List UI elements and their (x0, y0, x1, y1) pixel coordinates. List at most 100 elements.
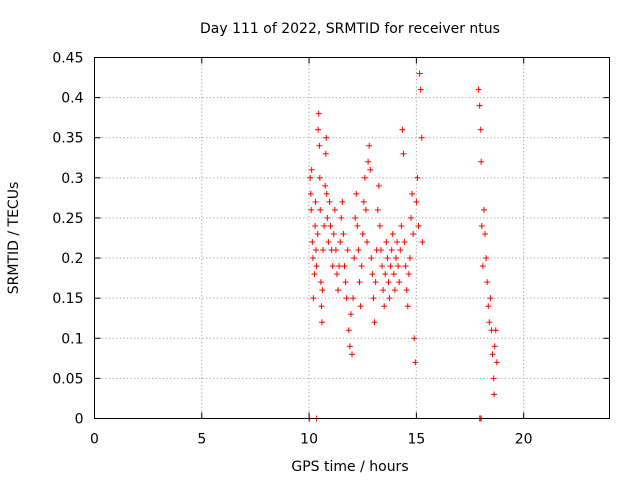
data-point (339, 198, 346, 205)
data-point (476, 102, 483, 109)
data-point (333, 271, 340, 278)
data-point (366, 142, 373, 149)
y-tick-label: 0.05 (52, 371, 83, 387)
data-point (329, 263, 336, 270)
data-point (413, 198, 420, 205)
data-point (418, 134, 425, 141)
data-point (402, 263, 409, 270)
data-point (325, 239, 332, 246)
data-point (388, 247, 395, 254)
data-point (419, 239, 426, 246)
data-point (319, 287, 326, 294)
data-point (399, 126, 406, 133)
data-point (408, 214, 415, 221)
data-point (406, 255, 413, 262)
data-point (410, 230, 417, 237)
y-tick-label: 0.4 (61, 91, 83, 107)
x-tick-label: 5 (197, 432, 206, 448)
data-point (477, 126, 484, 133)
data-point (357, 303, 364, 310)
data-point (387, 263, 394, 270)
data-point (379, 263, 386, 270)
data-point (397, 247, 404, 254)
data-point (309, 239, 316, 246)
data-point (351, 255, 358, 262)
data-point (322, 150, 329, 157)
data-point (380, 287, 387, 294)
data-point (411, 335, 418, 342)
data-point (416, 70, 423, 77)
data-point (353, 190, 360, 197)
y-tick-label: 0.35 (52, 131, 83, 147)
data-point (383, 239, 390, 246)
y-tick-label: 0.3 (61, 171, 83, 187)
data-point (389, 230, 396, 237)
data-point (491, 391, 498, 398)
data-point (491, 343, 498, 350)
data-point (345, 327, 352, 334)
data-point (479, 263, 486, 270)
data-point (396, 279, 403, 286)
data-point (327, 222, 334, 229)
data-point (382, 271, 389, 278)
data-point (485, 303, 492, 310)
data-point (342, 279, 349, 286)
data-point (335, 287, 342, 294)
data-point (309, 255, 316, 262)
data-point (347, 311, 354, 318)
data-point (318, 303, 325, 310)
axis-ticks: 0 0.05 0.1 0.15 0.2 0.25 0.3 0.35 0.4 0.45 0 5 10 15 2… (52, 51, 610, 448)
plot-frame (94, 57, 610, 419)
data-point (394, 239, 401, 246)
data-point (400, 150, 407, 157)
data-point (409, 190, 416, 197)
data-point (326, 198, 333, 205)
data-point (376, 222, 383, 229)
data-point (384, 255, 391, 262)
data-point (336, 263, 343, 270)
data-point (340, 230, 347, 237)
data-point (482, 230, 489, 237)
data-point (369, 271, 376, 278)
data-point (308, 166, 315, 173)
data-point (395, 263, 402, 270)
data-point (385, 279, 392, 286)
x-axis-label: GPS time / hours (291, 459, 408, 475)
y-tick-label: 0.1 (61, 331, 83, 347)
data-point (390, 271, 397, 278)
data-point (368, 255, 375, 262)
data-point (313, 263, 320, 270)
y-tick-label: 0.2 (61, 251, 83, 267)
data-point (487, 295, 494, 302)
data-point (417, 86, 424, 93)
data-point (362, 206, 369, 213)
data-point (372, 279, 379, 286)
data-point (320, 247, 327, 254)
data-point (312, 198, 319, 205)
data-point (405, 271, 412, 278)
y-tick-label: 0.45 (52, 51, 83, 67)
data-point (370, 295, 377, 302)
data-point (350, 295, 357, 302)
data-point (480, 206, 487, 213)
data-point (478, 222, 485, 229)
data-point (316, 142, 323, 149)
data-point (354, 222, 361, 229)
x-tick-label: 15 (407, 432, 425, 448)
data-point (365, 158, 372, 165)
data-point (343, 295, 350, 302)
data-point (346, 343, 353, 350)
data-point (337, 239, 344, 246)
data-point (361, 174, 368, 181)
data-point (401, 239, 408, 246)
data-point (308, 206, 315, 213)
data-point (392, 255, 399, 262)
data-point (324, 214, 331, 221)
data-point (317, 279, 324, 286)
data-point (315, 126, 322, 133)
data-point (415, 222, 422, 229)
y-tick-label: 0 (75, 412, 84, 428)
data-point (475, 86, 482, 93)
data-point (375, 182, 382, 189)
